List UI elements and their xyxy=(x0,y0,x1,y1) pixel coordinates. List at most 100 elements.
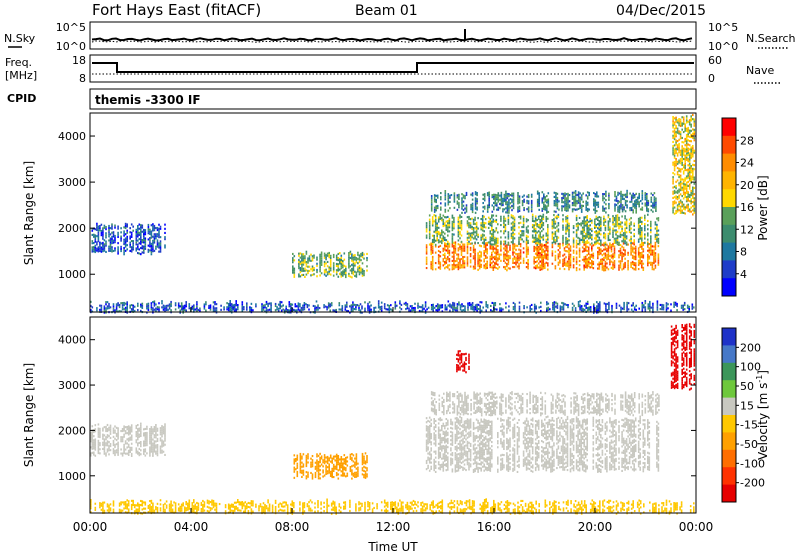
range-gate-cell xyxy=(106,307,109,310)
range-gate-cell xyxy=(661,308,663,311)
range-gate-cell xyxy=(453,241,455,244)
range-gate-cell xyxy=(100,246,103,249)
range-gate-cell xyxy=(557,253,560,256)
range-gate-cell xyxy=(361,262,364,265)
range-gate-cell xyxy=(690,115,692,118)
range-gate-cell xyxy=(597,231,599,234)
range-gate-cell xyxy=(474,248,476,251)
range-gate-cell xyxy=(693,120,696,123)
range-gate-cell xyxy=(124,442,127,445)
range-gate-cell xyxy=(343,269,346,272)
range-gate-cell xyxy=(472,218,475,221)
range-gate-cell xyxy=(533,220,535,223)
range-gate-cell xyxy=(500,224,502,227)
range-gate-cell xyxy=(581,226,584,229)
range-gate-cell xyxy=(682,193,685,196)
range-gate-cell xyxy=(500,198,503,201)
range-gate-cell xyxy=(584,262,587,265)
range-gate-cell xyxy=(494,240,496,243)
range-gate-cell xyxy=(483,252,485,255)
range-gate-cell xyxy=(655,209,657,212)
range-gate-cell xyxy=(453,249,455,252)
range-gate-cell xyxy=(536,260,538,263)
range-gate-cell xyxy=(594,211,597,214)
range-gate-cell xyxy=(338,302,341,305)
range-gate-cell xyxy=(504,240,507,243)
range-gate-cell xyxy=(572,245,575,248)
range-gate-cell xyxy=(215,303,218,306)
range-gate-cell xyxy=(513,222,516,225)
range-gate-cell xyxy=(323,256,326,259)
range-gate-cell xyxy=(147,228,150,231)
range-gate-cell xyxy=(673,169,676,172)
range-gate-cell xyxy=(653,245,655,248)
range-gate-cell xyxy=(323,304,325,307)
range-gate-cell xyxy=(465,208,468,211)
range-gate-cell xyxy=(682,306,684,309)
range-gate-cell xyxy=(130,426,133,429)
range-gate-cell xyxy=(541,257,543,260)
range-gate-cell xyxy=(536,264,538,267)
range-gate-cell xyxy=(358,308,360,311)
range-gate-cell xyxy=(557,224,560,227)
range-gate-cell xyxy=(676,167,679,170)
range-gate-cell xyxy=(332,262,335,265)
range-gate-cell xyxy=(124,306,127,309)
range-gate-cell xyxy=(672,126,674,129)
range-gate-cell xyxy=(637,249,640,252)
range-gate-cell xyxy=(521,200,524,203)
range-gate-cell xyxy=(485,305,487,308)
range-gate-cell xyxy=(144,434,147,437)
range-gate-cell xyxy=(681,159,683,162)
range-gate-cell xyxy=(466,243,469,246)
range-gate-cell xyxy=(377,304,380,307)
range-gate-cell xyxy=(91,431,94,434)
range-gate-cell xyxy=(544,266,546,269)
range-gate-cell xyxy=(434,227,437,230)
range-gate-cell xyxy=(684,195,686,198)
range-gate-cell xyxy=(329,265,332,268)
range-gate-cell xyxy=(675,151,677,154)
range-gate-cell xyxy=(538,198,540,201)
range-gate-cell xyxy=(504,255,507,258)
range-gate-cell xyxy=(688,185,691,188)
range-gate-cell xyxy=(329,305,331,308)
range-gate-cell xyxy=(332,264,335,267)
range-gate-cell xyxy=(118,310,121,313)
range-gate-cell xyxy=(434,262,437,265)
range-gate-cell xyxy=(358,260,361,263)
freq-label: Freq. xyxy=(5,56,32,69)
range-gate-cell xyxy=(465,210,468,213)
range-gate-cell xyxy=(93,451,95,454)
range-gate-cell xyxy=(603,242,605,245)
range-gate-cell xyxy=(597,239,599,242)
range-gate-cell xyxy=(433,241,435,244)
range-gate-cell xyxy=(676,140,679,143)
range-gate-cell xyxy=(406,305,409,308)
range-gate-cell xyxy=(644,194,647,197)
range-gate-cell xyxy=(638,307,640,310)
range-gate-cell xyxy=(582,192,584,195)
range-gate-cell xyxy=(587,258,590,261)
range-gate-cell xyxy=(431,240,434,243)
range-gate-cell xyxy=(635,304,637,307)
range-gate-cell xyxy=(470,208,472,211)
range-gate-cell xyxy=(342,266,344,269)
range-gate-cell xyxy=(598,267,601,270)
range-gate-cell xyxy=(610,260,613,263)
range-gate-cell xyxy=(586,231,588,234)
range-gate-cell xyxy=(108,249,110,252)
range-gate-cell xyxy=(121,302,124,305)
range-gate-cell xyxy=(691,307,694,310)
range-gate-cell xyxy=(537,256,540,259)
range-gate-cell xyxy=(152,239,154,242)
range-gate-cell xyxy=(424,309,427,312)
range-gate-cell xyxy=(170,302,172,305)
range-gate-cell xyxy=(340,265,343,268)
range-gate-cell xyxy=(673,173,676,176)
range-gate-cell xyxy=(581,228,584,231)
range-gate-cell xyxy=(472,249,475,252)
range-gate-cell xyxy=(604,265,607,268)
range-gate-cell xyxy=(575,239,578,242)
range-gate-cell xyxy=(627,308,630,311)
